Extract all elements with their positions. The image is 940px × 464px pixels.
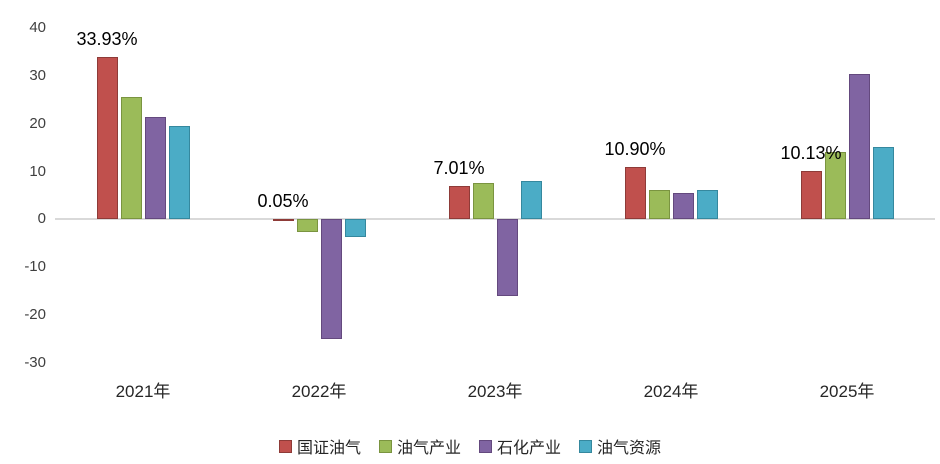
bar-国证油气-2024年: [624, 167, 646, 220]
bar-国证油气-2023年: [448, 185, 470, 220]
data-label: 0.05%: [257, 191, 309, 212]
legend-swatch-icon: [378, 439, 392, 453]
bar-石化产业-2023年: [496, 219, 518, 296]
bar-油气资源-2022年: [344, 219, 366, 238]
legend-swatch-icon: [278, 439, 292, 453]
y-axis-tick-label: -10: [24, 258, 46, 276]
data-label: 10.90%: [604, 139, 666, 160]
bar-油气资源-2024年: [696, 189, 718, 220]
bar-油气资源-2021年: [168, 125, 190, 220]
bar-油气产业-2021年: [120, 96, 142, 220]
x-axis-category-label: 2022年: [291, 382, 347, 401]
bar-国证油气-2022年: [272, 219, 294, 222]
y-axis-tick-label: -20: [24, 306, 46, 324]
y-axis-tick-label: 40: [29, 19, 46, 36]
x-axis-category-label: 2023年: [467, 382, 523, 401]
x-axis-category-label: 2021年: [115, 382, 171, 401]
data-label: 33.93%: [76, 29, 138, 50]
bar-油气产业-2025年: [824, 151, 846, 220]
data-label: 10.13%: [780, 142, 842, 163]
x-axis-category-label: 2024年: [643, 382, 699, 401]
legend-item-石化产业: 石化产业: [479, 434, 561, 458]
bar-油气资源-2025年: [872, 147, 894, 220]
y-axis-tick-label: 10: [29, 162, 46, 180]
bar-油气产业-2023年: [472, 183, 494, 220]
bar-油气产业-2022年: [296, 219, 318, 232]
x-axis-category-label: 2025年: [819, 382, 875, 401]
bar-石化产业-2022年: [320, 219, 342, 340]
bar-国证油气-2025年: [800, 170, 822, 220]
legend-label: 油气资源: [597, 440, 662, 457]
zero-axis-line: [55, 218, 935, 221]
legend-label: 油气产业: [396, 440, 461, 457]
plot-area: 33.93% 0.05% 7.01% 10.90% 10.13%: [55, 28, 935, 363]
bar-油气产业-2024年: [648, 189, 670, 220]
legend-item-国证油气: 国证油气: [278, 434, 361, 458]
bar-国证油气-2021年: [96, 57, 118, 220]
legend-swatch-icon: [479, 439, 492, 453]
legend-label: 国证油气: [296, 440, 361, 457]
data-label: 7.01%: [433, 157, 485, 178]
y-axis-tick-label: 30: [29, 66, 46, 84]
y-axis-tick-label: 0: [37, 210, 46, 228]
legend-label: 石化产业: [497, 440, 562, 457]
legend: 国证油气 油气产业 石化产业 油气资源: [0, 434, 940, 458]
bar-石化产业-2025年: [848, 74, 870, 220]
legend-item-油气资源: 油气资源: [579, 434, 661, 458]
bar-石化产业-2021年: [144, 117, 166, 220]
legend-swatch-icon: [579, 439, 593, 453]
bar-油气资源-2023年: [520, 181, 542, 220]
y-axis-tick-label: -30: [24, 354, 46, 371]
bar-石化产业-2024年: [672, 193, 694, 220]
y-axis-tick-label: 20: [29, 114, 46, 132]
legend-item-油气产业: 油气产业: [378, 434, 461, 458]
